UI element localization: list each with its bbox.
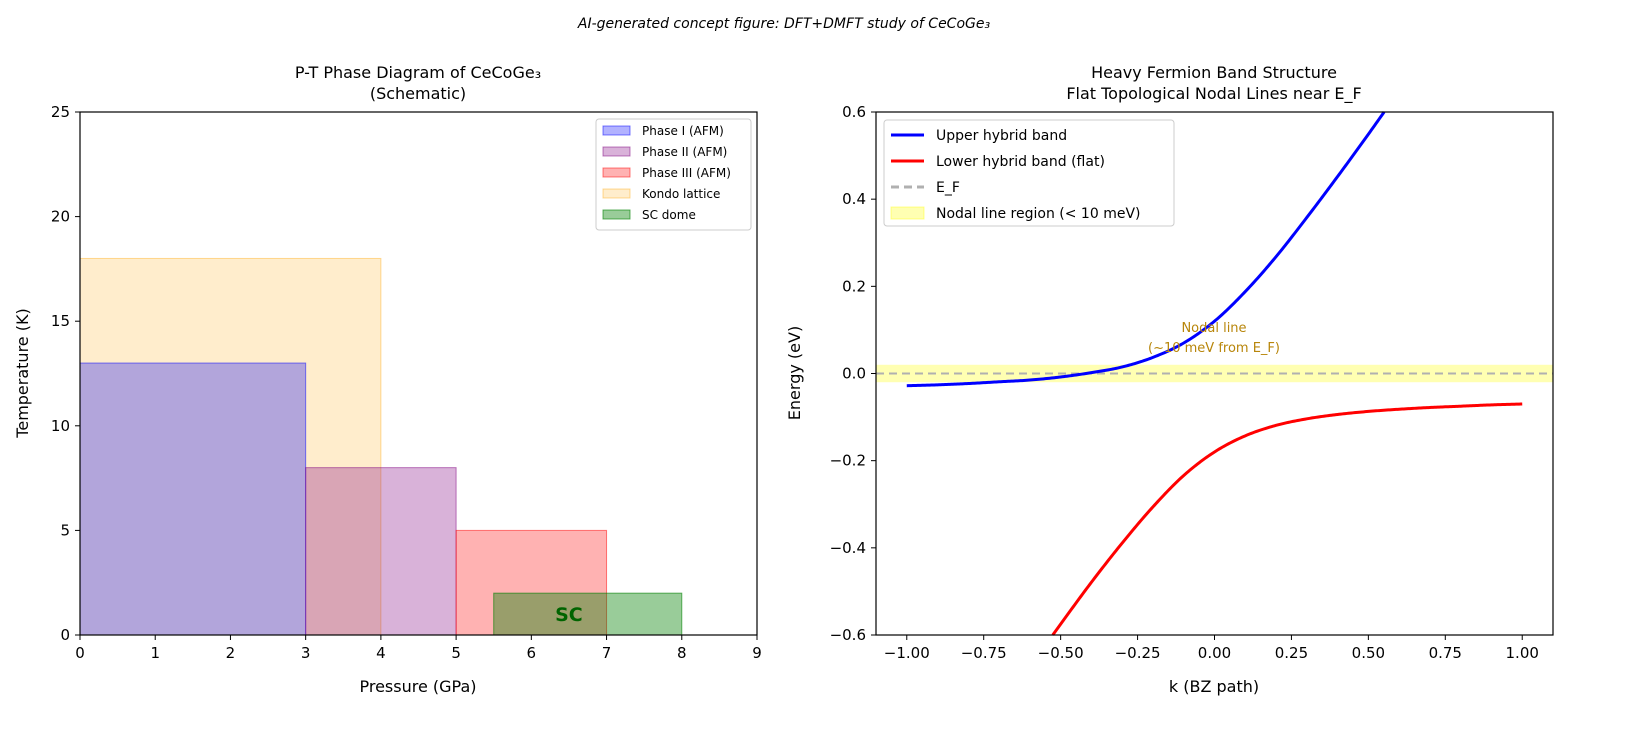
phase-diagram-panel: P-T Phase Diagram of CeCoGe₃ (Schematic)… xyxy=(13,63,762,696)
x-tick-label: 0 xyxy=(75,644,85,662)
legend-label: SC dome xyxy=(642,208,696,222)
left-axes-frame xyxy=(79,111,758,636)
legend-label: Upper hybrid band xyxy=(936,128,1067,144)
legend-swatch xyxy=(602,209,631,220)
x-tick-label: 6 xyxy=(527,644,537,662)
x-tick-label: 0.00 xyxy=(1198,644,1231,662)
x-tick-label: 3 xyxy=(301,644,311,662)
legend-swatch xyxy=(602,125,631,136)
y-tick-label: 10 xyxy=(51,417,70,435)
legend-label: Phase III (AFM) xyxy=(642,166,731,180)
figure-suptitle: AI-generated concept figure: DFT+DMFT st… xyxy=(577,16,991,32)
x-tick-label: −0.75 xyxy=(961,644,1007,662)
lower-band-line xyxy=(1051,402,1523,637)
x-tick-label: −0.25 xyxy=(1115,644,1161,662)
region-kondo-lattice xyxy=(79,257,382,636)
right-legend: Upper hybrid band Lower hybrid band (flat… xyxy=(883,119,1175,227)
y-tick-label: −0.4 xyxy=(830,539,866,557)
nodal-line-annotation-1: Nodal line xyxy=(1181,321,1246,336)
legend-swatch xyxy=(602,188,631,199)
x-tick-label: 1 xyxy=(150,644,160,662)
legend-label: Phase I (AFM) xyxy=(642,124,724,138)
right-xlabel: k (BZ path) xyxy=(1169,677,1259,696)
x-tick-label: −1.00 xyxy=(884,644,930,662)
x-tick-label: 9 xyxy=(752,644,762,662)
region-sc-dome xyxy=(493,592,683,636)
right-subtitle: Flat Topological Nodal Lines near E_F xyxy=(1066,84,1361,104)
legend-label: Kondo lattice xyxy=(642,187,720,201)
y-tick-label: −0.6 xyxy=(830,626,866,644)
left-title: P-T Phase Diagram of CeCoGe₃ xyxy=(295,63,541,82)
y-tick-label: 5 xyxy=(60,521,70,539)
legend-swatch xyxy=(602,146,631,157)
legend-label: Lower hybrid band (flat) xyxy=(936,154,1105,170)
y-tick-label: 20 xyxy=(51,208,70,226)
x-tick-label: 5 xyxy=(451,644,461,662)
right-title: Heavy Fermion Band Structure xyxy=(1091,63,1337,82)
legend-label: Nodal line region (< 10 meV) xyxy=(936,206,1140,222)
y-tick-label: 25 xyxy=(51,103,70,121)
y-tick-label: 0.6 xyxy=(842,103,866,121)
x-tick-label: 0.75 xyxy=(1429,644,1462,662)
y-tick-label: −0.2 xyxy=(830,452,866,470)
nodal-line-annotation-2: (~10 meV from E_F) xyxy=(1148,341,1280,356)
x-tick-label: 0.50 xyxy=(1352,644,1385,662)
left-ylabel: Temperature (K) xyxy=(13,308,32,438)
y-tick-label: 15 xyxy=(51,312,70,330)
legend-swatch xyxy=(602,167,631,178)
x-tick-label: 2 xyxy=(226,644,236,662)
x-tick-label: 4 xyxy=(376,644,386,662)
left-subtitle: (Schematic) xyxy=(370,84,466,103)
right-ylabel: Energy (eV) xyxy=(785,326,804,420)
region-phase-iii-afm- xyxy=(455,529,608,636)
x-tick-label: 1.00 xyxy=(1506,644,1539,662)
y-tick-label: 0 xyxy=(60,626,70,644)
y-tick-label: 0.0 xyxy=(842,365,866,383)
y-tick-label: 0.4 xyxy=(842,190,866,208)
x-tick-label: −0.50 xyxy=(1038,644,1084,662)
sc-annotation: SC xyxy=(555,604,583,626)
band-structure-panel: Heavy Fermion Band Structure Flat Topolo… xyxy=(785,63,1554,696)
right-axes-frame xyxy=(875,111,1554,636)
x-tick-label: 7 xyxy=(602,644,612,662)
y-tick-label: 0.2 xyxy=(842,277,866,295)
region-phase-ii-afm- xyxy=(305,467,457,636)
region-phase-i-afm- xyxy=(79,362,307,636)
left-legend: Phase I (AFM) Phase II (AFM) Phase III (AF… xyxy=(595,118,752,231)
x-tick-label: 8 xyxy=(677,644,687,662)
legend-label: Phase II (AFM) xyxy=(642,145,727,159)
left-xlabel: Pressure (GPa) xyxy=(359,677,476,696)
legend-swatch xyxy=(890,206,925,220)
legend-label: E_F xyxy=(936,180,960,196)
upper-band-line xyxy=(906,111,1386,388)
x-tick-label: 0.25 xyxy=(1275,644,1308,662)
